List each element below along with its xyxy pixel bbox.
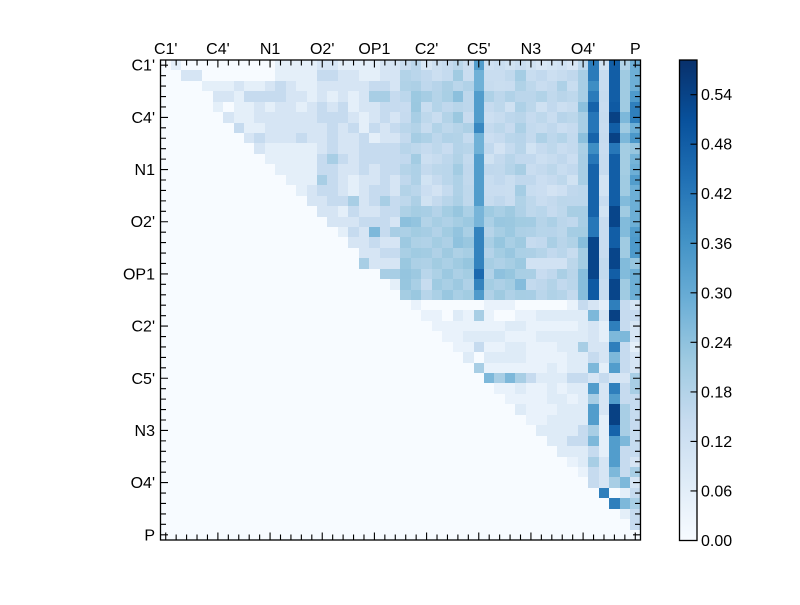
svg-text:C2': C2' (415, 41, 439, 58)
svg-text:P: P (144, 527, 155, 544)
svg-text:0.24: 0.24 (701, 335, 732, 352)
svg-text:P: P (630, 41, 641, 58)
svg-text:O2': O2' (131, 214, 155, 231)
svg-text:0.36: 0.36 (701, 236, 732, 253)
svg-text:C1': C1' (154, 41, 178, 58)
svg-text:C2': C2' (131, 319, 155, 336)
svg-text:0.06: 0.06 (701, 484, 732, 501)
svg-text:0.48: 0.48 (701, 137, 732, 154)
svg-text:C1': C1' (131, 58, 155, 75)
svg-text:0.30: 0.30 (701, 285, 732, 302)
svg-text:0.12: 0.12 (701, 434, 732, 451)
svg-text:N3: N3 (521, 41, 542, 58)
svg-text:0.00: 0.00 (701, 533, 732, 550)
svg-text:C5': C5' (131, 371, 155, 388)
svg-text:0.42: 0.42 (701, 186, 732, 203)
svg-text:C4': C4' (131, 110, 155, 127)
svg-text:0.54: 0.54 (701, 87, 732, 104)
svg-text:N3: N3 (135, 423, 156, 440)
svg-text:C5': C5' (467, 41, 491, 58)
svg-text:N1: N1 (260, 41, 281, 58)
svg-text:C4': C4' (206, 41, 230, 58)
svg-text:O4': O4' (131, 475, 155, 492)
svg-text:N1: N1 (135, 162, 156, 179)
svg-text:OP1: OP1 (123, 266, 155, 283)
svg-text:0.18: 0.18 (701, 384, 732, 401)
svg-text:O4': O4' (571, 41, 595, 58)
svg-text:OP1: OP1 (358, 41, 390, 58)
svg-text:O2': O2' (310, 41, 334, 58)
